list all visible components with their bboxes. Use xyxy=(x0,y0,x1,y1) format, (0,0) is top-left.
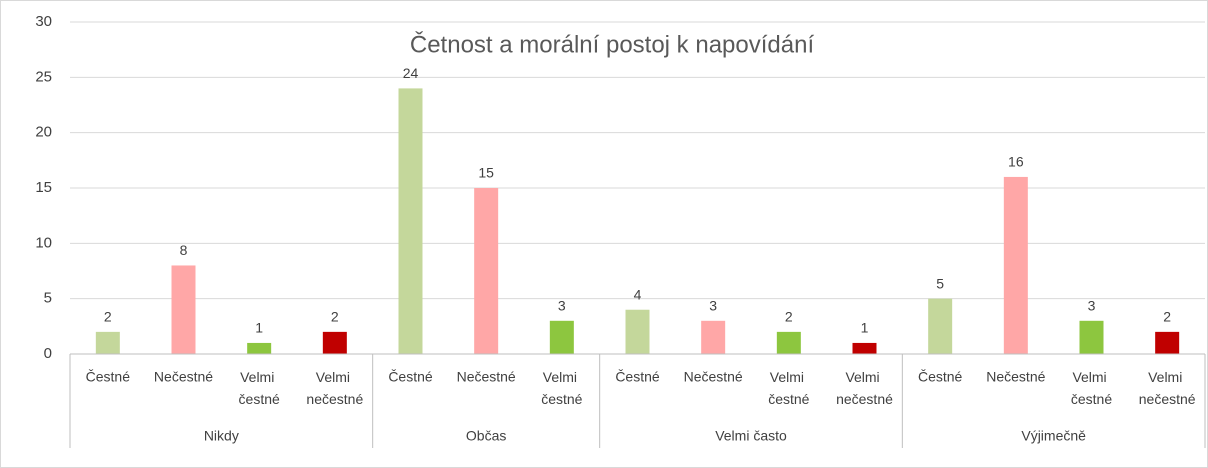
data-label: 5 xyxy=(936,275,944,291)
bar xyxy=(852,342,877,354)
bar xyxy=(625,309,650,354)
data-label: 15 xyxy=(478,165,494,181)
data-label: 3 xyxy=(1088,298,1096,314)
data-label: 1 xyxy=(861,320,869,336)
x-tick-label: Nečestné xyxy=(986,369,1045,385)
data-label: 24 xyxy=(403,65,419,81)
bar xyxy=(701,320,726,354)
bar xyxy=(1003,176,1028,354)
x-tick-label: Velmi nečestné xyxy=(1139,369,1196,407)
chart-title: Četnost a morální postoj k napovídání xyxy=(410,30,815,58)
data-label: 8 xyxy=(180,242,188,258)
x-tick-label: Čestné xyxy=(918,369,963,385)
x-tick-label: Velmi nečestné xyxy=(836,369,893,407)
data-label: 2 xyxy=(785,309,793,325)
data-label: 2 xyxy=(1163,309,1171,325)
bar xyxy=(474,188,499,354)
bar xyxy=(398,88,423,355)
x-tick-label: Velmi čestné xyxy=(768,369,809,407)
y-tick-label: 20 xyxy=(35,124,52,141)
x-tick-label: Velmi nečestné xyxy=(306,369,363,407)
x-tick-label: Čestné xyxy=(615,369,660,385)
y-tick-label: 15 xyxy=(35,179,52,196)
data-label: 2 xyxy=(331,309,339,325)
bar xyxy=(776,331,801,354)
y-tick-label: 25 xyxy=(35,68,52,85)
data-label: 4 xyxy=(634,286,642,302)
x-tick-label: Velmi čestné xyxy=(1071,369,1112,407)
x-tick-label: Velmi čestné xyxy=(541,369,582,407)
bar xyxy=(247,342,272,354)
y-tick-label: 30 xyxy=(35,13,52,30)
x-tick-label: Nečestné xyxy=(457,369,516,385)
y-tick-label: 5 xyxy=(44,290,52,307)
bar xyxy=(928,298,953,354)
bar xyxy=(95,331,120,354)
x-tick-label: Čestné xyxy=(86,369,131,385)
data-label: 3 xyxy=(558,298,566,314)
bar xyxy=(1155,331,1180,354)
group-label: Nikdy xyxy=(204,428,239,444)
data-label: 16 xyxy=(1008,154,1024,170)
data-label: 2 xyxy=(104,309,112,325)
y-tick-label: 10 xyxy=(35,234,52,251)
group-label: Velmi často xyxy=(715,428,787,444)
bar xyxy=(171,265,196,354)
bar xyxy=(322,331,347,354)
data-label: 3 xyxy=(709,298,717,314)
x-tick-label: Nečestné xyxy=(684,369,743,385)
group-label: Občas xyxy=(466,428,506,444)
bar xyxy=(549,320,574,354)
data-label: 1 xyxy=(255,320,263,336)
x-tick-label: Velmi čestné xyxy=(239,369,280,407)
group-label: Výjimečně xyxy=(1021,428,1086,444)
y-tick-label: 0 xyxy=(44,345,52,362)
x-tick-label: Čestné xyxy=(388,369,433,385)
bar xyxy=(1079,320,1104,354)
x-tick-label: Nečestné xyxy=(154,369,213,385)
